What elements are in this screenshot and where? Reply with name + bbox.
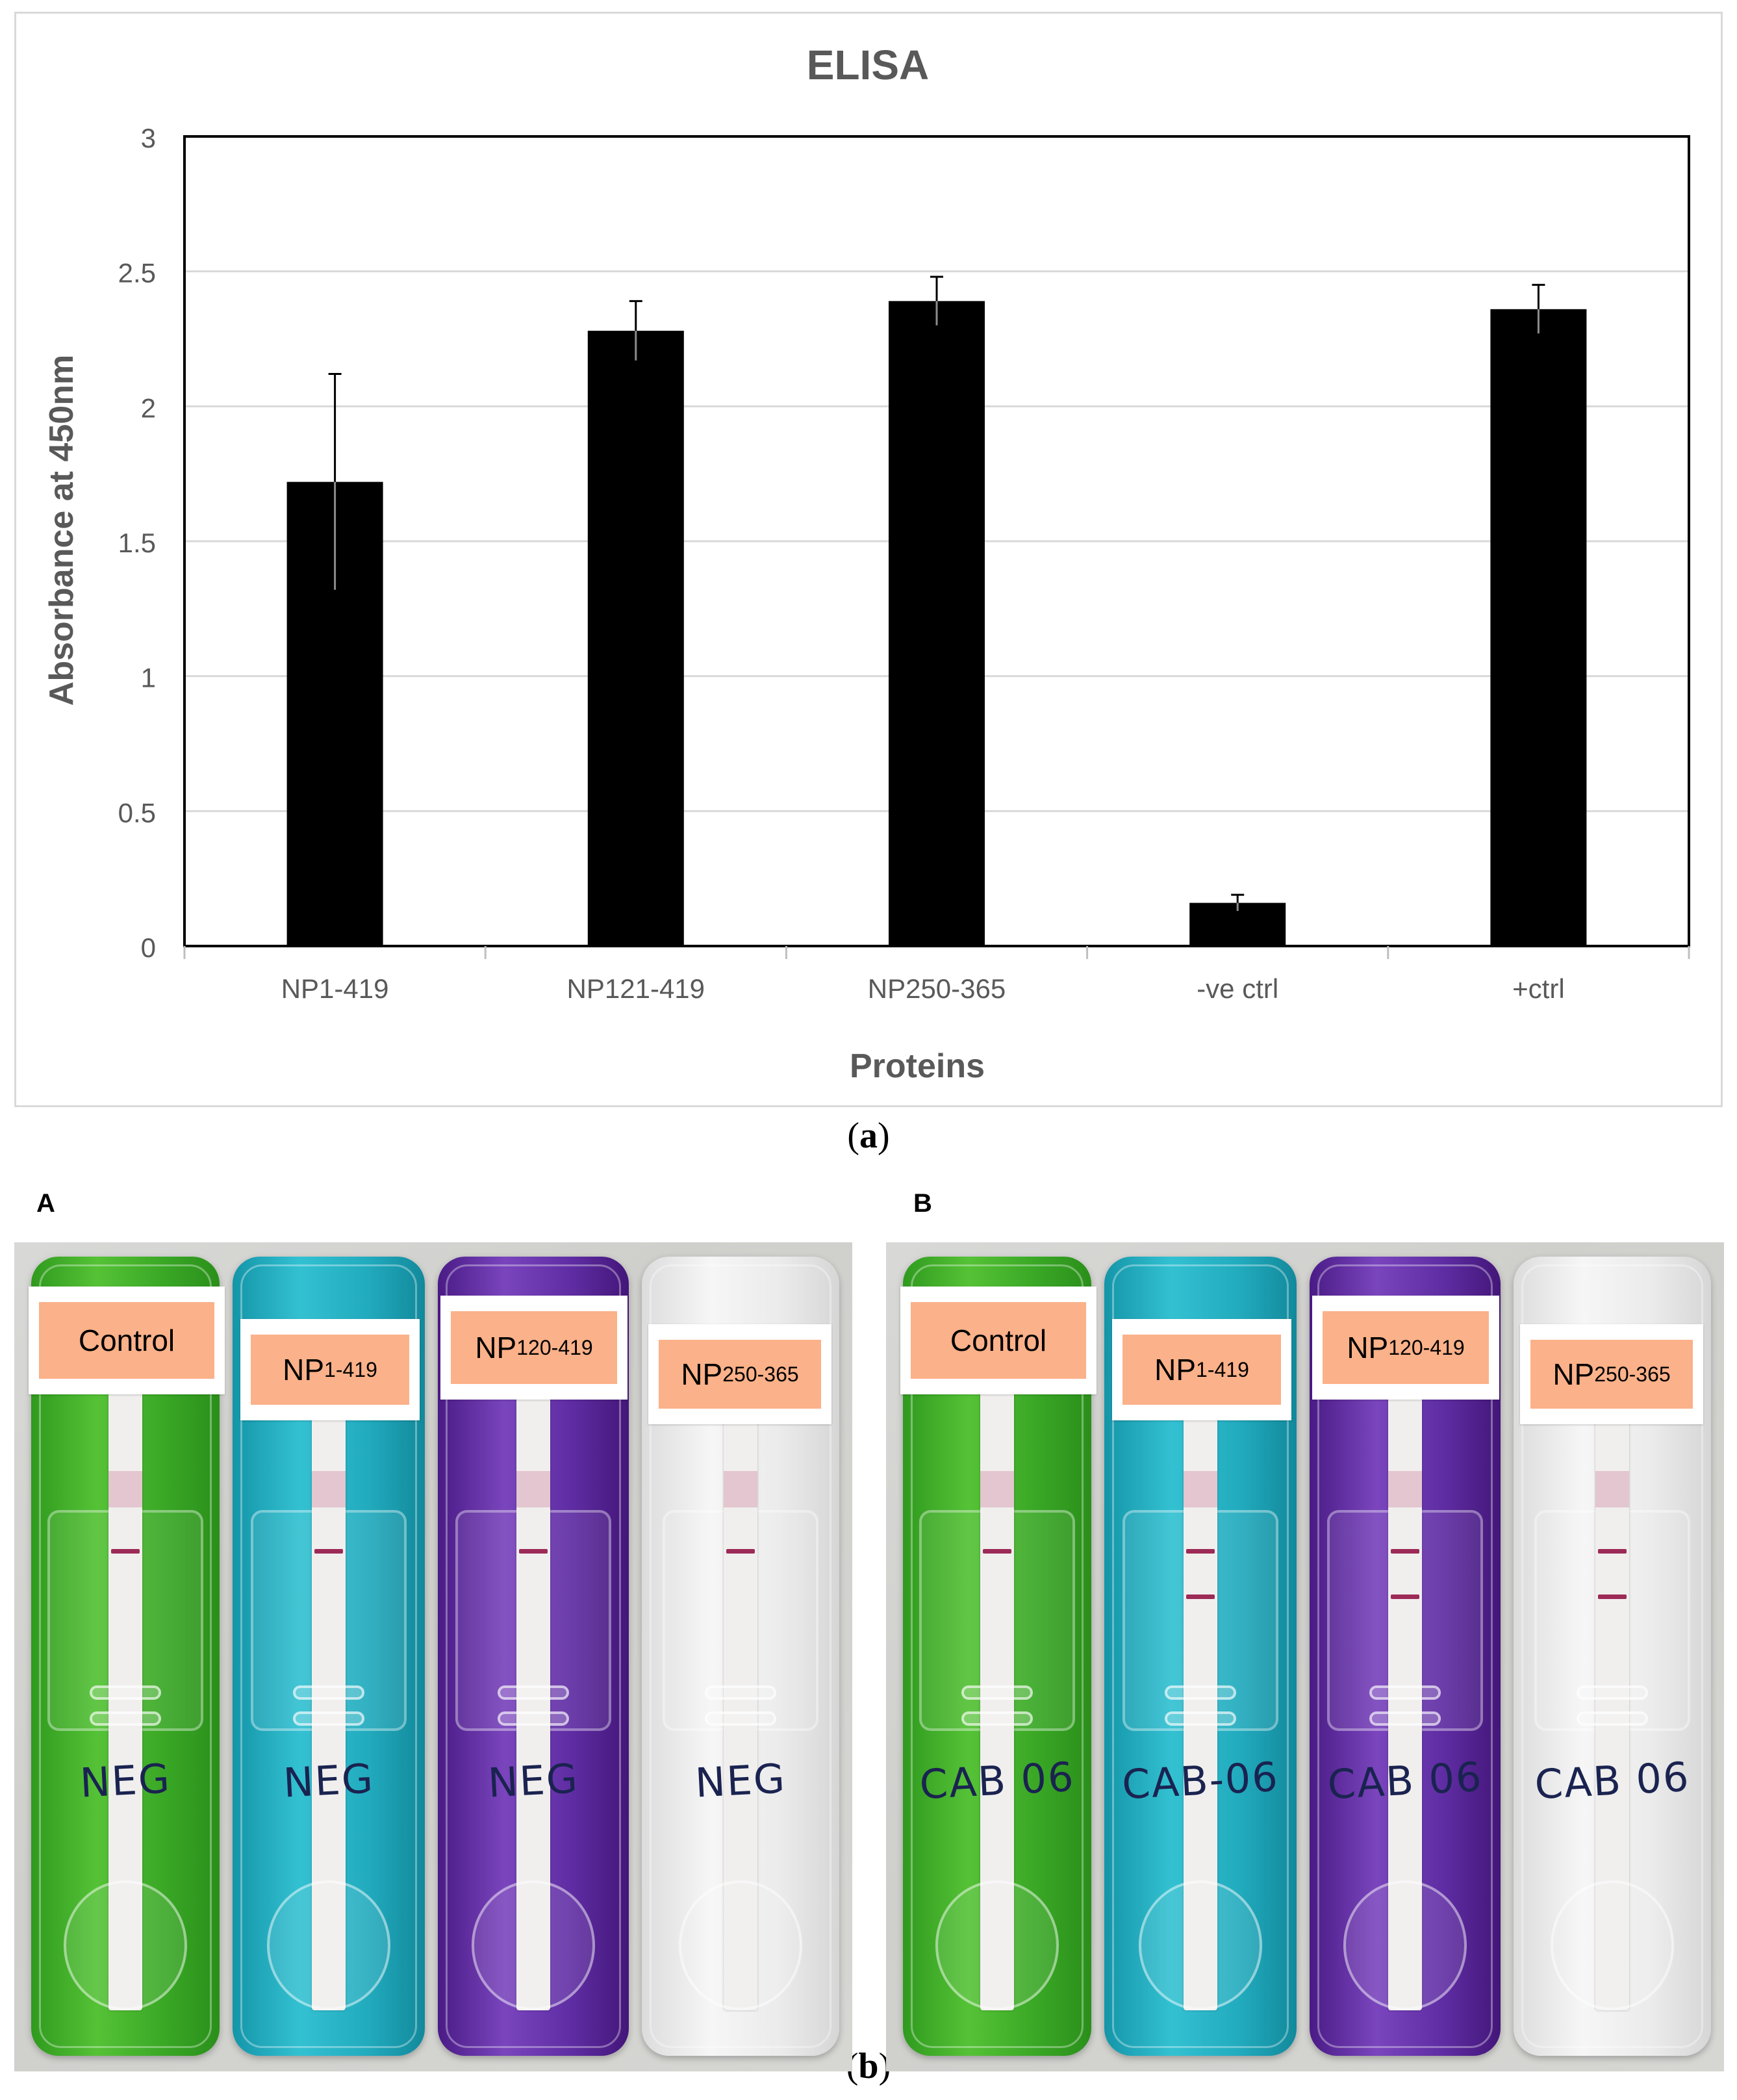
control-line — [111, 1549, 140, 1554]
cassette-label-main: NP — [681, 1357, 723, 1391]
cassette-label-main: NP — [283, 1353, 325, 1387]
cassette-notch — [705, 1711, 776, 1726]
control-line — [519, 1549, 548, 1554]
control-line — [983, 1549, 1011, 1554]
cassette-notch — [498, 1685, 569, 1700]
caption-a: (a) — [847, 1116, 890, 1156]
absorbent-pad — [516, 1471, 550, 1507]
cassette-notch — [1369, 1685, 1441, 1700]
cassette-notch — [293, 1685, 364, 1700]
handwritten-sample-id: NEG — [282, 1754, 375, 1807]
bar — [889, 301, 985, 946]
bar — [587, 331, 684, 946]
test-line — [1186, 1594, 1215, 1599]
sample-well — [1551, 1880, 1674, 2010]
control-line — [1391, 1549, 1419, 1554]
sample-well — [1343, 1880, 1467, 2010]
cassette-label-subscript: 1-419 — [324, 1357, 377, 1381]
sample-well — [1139, 1880, 1262, 2010]
cassette-label: Control — [911, 1302, 1086, 1379]
cassette-label-main: NP — [475, 1331, 517, 1364]
y-tick-label: 0 — [141, 932, 156, 963]
absorbent-pad — [108, 1471, 142, 1507]
sample-well — [267, 1880, 390, 2010]
y-tick-label: 1 — [141, 663, 156, 693]
cassette-label-subscript: 250-365 — [722, 1362, 799, 1386]
x-tick-label: +ctrl — [1512, 973, 1565, 1004]
y-tick-label: 3 — [141, 123, 156, 153]
cassette-label-main: NP — [1154, 1353, 1197, 1387]
cassette-notch — [1165, 1685, 1236, 1700]
cassette-label-main: NP — [1347, 1331, 1389, 1364]
cassette-notch — [293, 1711, 364, 1726]
cassette-label-main: NP — [1553, 1357, 1595, 1391]
cassette-label: NP 250-365 — [1530, 1340, 1693, 1409]
cassette-label: NP 120-419 — [451, 1311, 617, 1384]
control-line — [314, 1549, 343, 1554]
cassette-label-subscript: 120-419 — [516, 1335, 593, 1359]
cassette-notch — [1369, 1711, 1441, 1726]
elisa-bar-chart: 0 0.5 1 1.5 2 2.5 3 NP1-419 NP121-419 NP250-365 -v… — [43, 42, 1690, 1085]
sample-well — [472, 1880, 595, 2010]
cassette-label: NP 1-419 — [1122, 1335, 1281, 1405]
sample-well — [64, 1880, 187, 2010]
control-line — [1186, 1549, 1215, 1554]
absorbent-pad — [1184, 1471, 1217, 1507]
photo-panel-letter: B — [913, 1189, 932, 1218]
cassette-notch — [90, 1711, 161, 1726]
y-tick-label: 1.5 — [118, 528, 156, 558]
cassette-label: NP 1-419 — [251, 1335, 409, 1405]
x-tick-label: NP250-365 — [868, 973, 1006, 1004]
absorbent-pad — [1388, 1471, 1422, 1507]
handwritten-sample-id: CAB 06 — [918, 1752, 1076, 1809]
absorbent-pad — [724, 1471, 757, 1507]
cassette-label-subscript: 120-419 — [1388, 1335, 1465, 1359]
cassette-notch — [498, 1711, 569, 1726]
y-axis-label: Absorbance at 450nm — [43, 355, 81, 706]
cassette-label-subscript: 1-419 — [1196, 1357, 1249, 1381]
cassette-label: NP 120-419 — [1323, 1311, 1489, 1384]
absorbent-pad — [1595, 1471, 1629, 1507]
bar — [1490, 309, 1587, 946]
sample-well — [935, 1880, 1059, 2010]
y-tick-label: 0.5 — [118, 797, 156, 828]
x-axis-label: Proteins — [850, 1047, 985, 1085]
handwritten-sample-id: CAB-06 — [1121, 1752, 1280, 1809]
cassette-notch — [705, 1685, 776, 1700]
handwritten-sample-id: NEG — [694, 1754, 787, 1807]
test-line — [1391, 1594, 1419, 1599]
handwritten-sample-id: NEG — [79, 1754, 172, 1807]
sample-well — [679, 1880, 802, 2010]
test-cassette: NEG — [642, 1257, 839, 2056]
cassette-label: NP 250-365 — [659, 1340, 821, 1409]
lateral-flow-photo: NEG Control NEG NP 1-419 NEG NP 120-419 NEG NP 250… — [14, 1242, 852, 2071]
absorbent-pad — [980, 1471, 1014, 1507]
y-tick-label: 2 — [141, 392, 156, 423]
x-tick-label: NP1-419 — [281, 973, 389, 1004]
test-line — [1598, 1594, 1627, 1599]
control-line — [726, 1549, 755, 1554]
cassette-notch — [961, 1685, 1033, 1700]
cassette-notch — [961, 1711, 1033, 1726]
handwritten-sample-id: CAB 06 — [1533, 1752, 1692, 1809]
cassette-notch — [1577, 1685, 1648, 1700]
plot-frame — [183, 135, 1690, 947]
control-line — [1598, 1549, 1627, 1554]
handwritten-sample-id: CAB 06 — [1326, 1752, 1484, 1809]
cassette-notch — [1577, 1711, 1648, 1726]
cassette-notch — [1165, 1711, 1236, 1726]
photo-panel-letter: A — [36, 1189, 55, 1218]
cassette-label-main: Control — [950, 1324, 1047, 1357]
cassette-label-subscript: 250-365 — [1594, 1362, 1671, 1386]
y-tick-label: 2.5 — [118, 258, 156, 288]
x-tick-label: -ve ctrl — [1197, 973, 1278, 1004]
cassette-label-main: Control — [78, 1324, 175, 1357]
cassette-label: Control — [39, 1302, 214, 1379]
handwritten-sample-id: NEG — [487, 1754, 580, 1807]
lateral-flow-photo: CAB 06 Control CAB-06 NP 1-419 CAB 06 NP 120-41… — [886, 1242, 1724, 2071]
x-tick-label: NP121-419 — [567, 973, 705, 1004]
chart-title: ELISA — [807, 42, 929, 88]
absorbent-pad — [312, 1471, 346, 1507]
cassette-notch — [90, 1685, 161, 1700]
